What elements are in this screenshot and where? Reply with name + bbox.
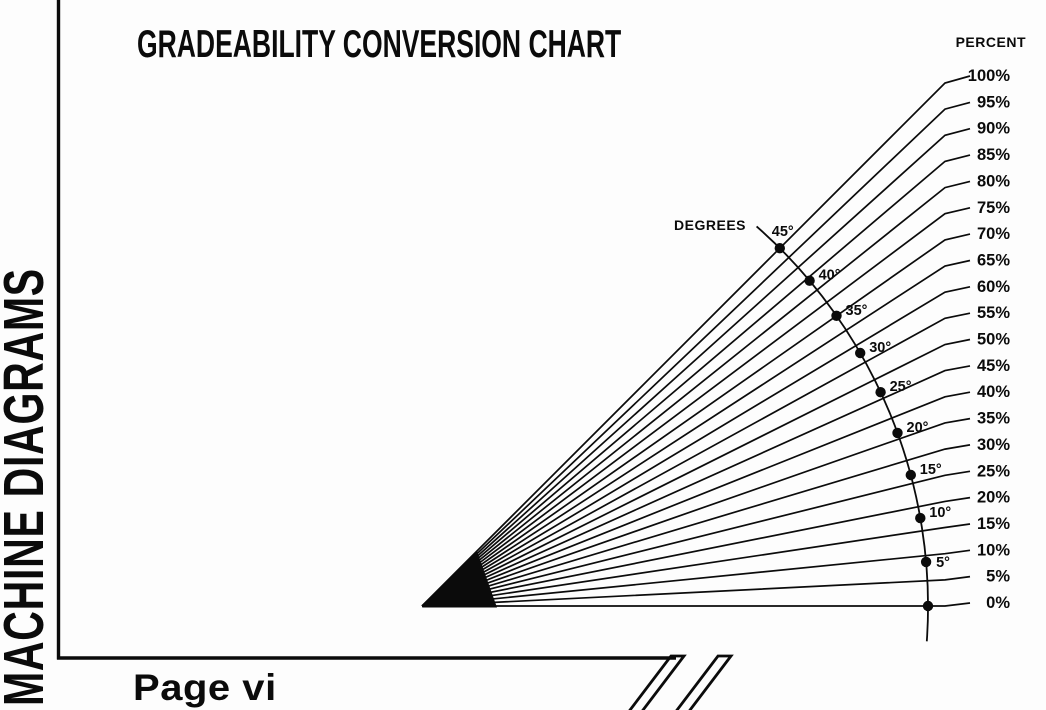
percent-tick-label: 15% [977,515,1010,533]
grade-line [421,470,971,607]
degree-dot [915,512,926,524]
degrees-axis-label: DEGREES [674,217,746,233]
percent-tick-label: 20% [977,489,1010,507]
grade-line [421,444,971,607]
percent-tick-label: 80% [977,172,1010,190]
grade-line [421,285,971,607]
percent-tick-label: 30% [977,436,1010,454]
grade-line [421,391,971,607]
degree-dot [892,427,903,439]
percent-tick-label: 90% [977,120,1010,138]
degree-tick-label: 25° [890,379,912,395]
percent-tick-label: 70% [977,225,1010,243]
degree-arc [756,225,929,642]
grade-line [421,523,971,607]
grade-line [421,338,971,607]
degree-tick-label: 15° [920,462,942,478]
degree-tick-label: 35° [846,303,868,319]
degree-dot [855,347,866,359]
degree-dot [804,275,815,286]
grade-line [421,575,971,607]
degree-scale: 5° 10° 15° 20° 25° 30° 35° 40° 45° [756,224,951,642]
grade-line [421,417,971,607]
grade-line [421,365,971,607]
percent-tick-label: 10% [977,541,1010,559]
degree-dot [831,310,842,321]
grade-line [421,127,971,607]
page-title: GRADEABILITY CONVERSION CHART [137,23,622,66]
grade-fan-lines [421,75,971,608]
degree-tick-label: 10° [929,505,951,521]
grade-line [421,206,971,607]
degree-tick-label: 45° [772,224,794,240]
percent-tick-label: 50% [977,331,1010,349]
grade-line [421,549,971,607]
degree-dot [920,556,932,568]
grade-line [421,312,971,607]
fan-origin-wedge [422,551,497,608]
percent-tick-label: 40% [977,383,1010,401]
degree-tick-label: 30° [869,340,891,356]
percent-tick-label: 100% [968,67,1011,85]
degree-dot [922,600,934,612]
degree-dot [875,387,886,398]
degree-tick-label: 40° [819,268,841,284]
grade-line [421,75,971,607]
degree-tick-label: 5° [936,555,950,571]
percent-tick-label: 85% [977,146,1010,164]
grade-line [421,233,971,607]
percent-tick-label: 65% [977,252,1010,270]
percent-tick-label: 95% [977,93,1010,111]
percent-tick-label: 45% [977,357,1010,375]
percent-scale: 0% 5% 10% 15% 20% 25% 30% 35% 40% 45% 50% 55% 60% 65%… [968,67,1011,612]
percent-tick-label: 0% [986,594,1010,612]
degree-tick-label: 20° [907,420,929,436]
grade-line [421,180,971,607]
degree-dot [905,469,916,481]
page-break-slash [675,654,734,710]
percent-tick-label: 25% [977,462,1010,480]
percent-axis-label: PERCENT [956,34,1026,50]
percent-tick-label: 35% [977,410,1010,428]
grade-line [421,259,971,607]
grade-line [421,101,971,607]
percent-tick-label: 5% [986,568,1010,586]
page-number: Page vi [133,667,277,708]
percent-tick-label: 75% [977,199,1010,217]
percent-tick-label: 60% [977,278,1010,296]
grade-line [421,154,971,607]
degree-dot [774,243,785,254]
grade-line [422,602,971,607]
grade-line [421,496,971,607]
percent-tick-label: 55% [977,304,1010,322]
page-break-slash [628,654,687,710]
